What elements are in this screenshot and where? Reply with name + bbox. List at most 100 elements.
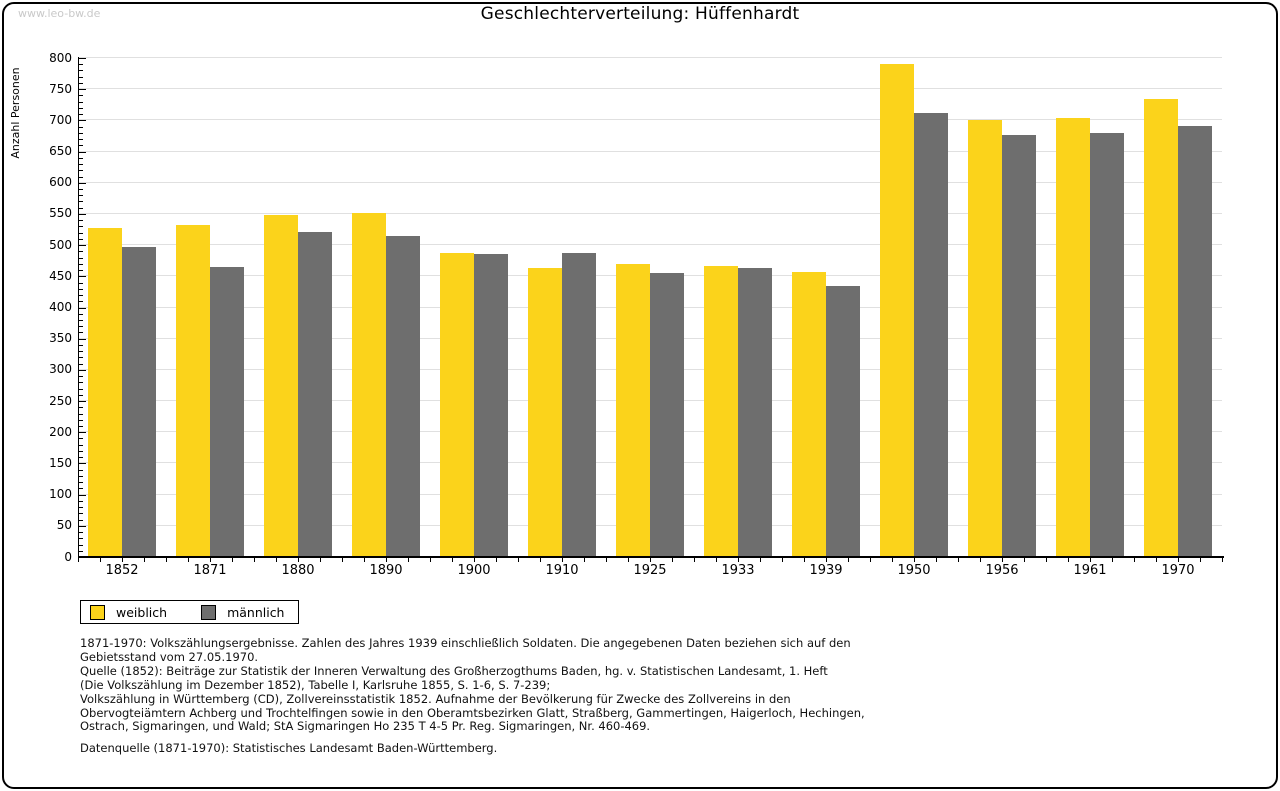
x-minor-tick (452, 558, 453, 562)
x-minor-tick (892, 558, 893, 562)
x-tick-label: 1852 (105, 563, 139, 578)
x-minor-tick (254, 558, 255, 562)
y-tick-label: 700 (49, 112, 72, 127)
x-tick-label: 1961 (1073, 563, 1107, 578)
y-minor-tick (79, 263, 83, 265)
x-minor-tick (518, 558, 519, 562)
bar-männlich-1890 (386, 236, 420, 557)
y-minor-tick (79, 226, 83, 228)
y-minor-tick (79, 344, 83, 346)
bar-männlich-1950 (914, 113, 948, 557)
bar-weiblich-1852 (88, 228, 122, 557)
y-minor-tick (79, 170, 83, 172)
x-minor-tick (936, 558, 937, 562)
y-minor-tick (79, 457, 83, 459)
y-minor-tick (79, 232, 83, 234)
y-minor-tick (79, 488, 83, 490)
bar-weiblich-1950 (880, 64, 914, 557)
y-minor-tick (79, 164, 83, 166)
x-minor-tick (100, 558, 101, 562)
x-minor-tick (1134, 558, 1135, 562)
y-minor-tick (79, 500, 83, 502)
bar-weiblich-1933 (704, 266, 738, 557)
bar-männlich-1910 (562, 253, 596, 557)
x-minor-tick (672, 558, 673, 562)
bar-männlich-1880 (298, 232, 332, 557)
x-minor-tick (386, 558, 387, 562)
y-major-tick (79, 213, 86, 215)
legend-label: weiblich (116, 604, 168, 620)
x-minor-tick (1200, 558, 1201, 562)
legend-item-weiblich: weiblich (90, 604, 168, 620)
source-notes: 1871-1970: Volkszählungsergebnisse. Zahl… (80, 636, 865, 734)
x-minor-tick (430, 558, 431, 562)
y-minor-tick (79, 70, 83, 72)
x-minor-tick (210, 558, 211, 562)
y-minor-tick (79, 326, 83, 328)
bar-männlich-1956 (1002, 135, 1036, 557)
y-major-tick (79, 463, 86, 465)
bar-weiblich-1880 (264, 215, 298, 557)
x-minor-tick (188, 558, 189, 562)
x-minor-tick (342, 558, 343, 562)
gridline (79, 57, 1222, 58)
y-minor-tick (79, 82, 83, 84)
y-minor-tick (79, 550, 83, 552)
y-minor-tick (79, 376, 83, 378)
y-minor-tick (79, 469, 83, 471)
y-minor-tick (79, 444, 83, 446)
y-minor-tick (79, 220, 83, 222)
y-tick-label: 750 (49, 81, 72, 96)
bar-weiblich-1961 (1056, 118, 1090, 557)
y-minor-tick (79, 475, 83, 477)
x-minor-tick (650, 558, 651, 562)
x-tick-label: 1950 (897, 563, 931, 578)
gridline (79, 181, 1222, 183)
x-axis-line (78, 556, 1224, 558)
y-minor-tick (79, 101, 83, 103)
bar-männlich-1871 (210, 267, 244, 557)
y-minor-tick (79, 195, 83, 197)
chart-legend: weiblich männlich (80, 600, 300, 624)
gridline (79, 88, 1222, 90)
y-tick-label: 400 (49, 300, 72, 314)
y-major-tick (79, 182, 86, 184)
weiblich-swatch-icon (90, 604, 105, 620)
x-tick-label: 1925 (633, 563, 667, 578)
y-major-tick (79, 525, 86, 527)
legend-label: männlich (227, 604, 285, 620)
x-minor-tick (1002, 558, 1003, 562)
x-minor-tick (562, 558, 563, 562)
y-minor-tick (79, 351, 83, 353)
x-tick-label: 1890 (369, 563, 403, 578)
legend-item-maennlich: männlich (201, 604, 285, 620)
x-minor-tick (1024, 558, 1025, 562)
x-minor-tick (298, 558, 299, 562)
y-major-tick (79, 120, 86, 122)
y-minor-tick (79, 544, 83, 546)
y-minor-tick (79, 201, 83, 203)
y-minor-tick (79, 176, 83, 178)
x-minor-tick (1068, 558, 1069, 562)
y-minor-tick (79, 413, 83, 415)
bar-männlich-1925 (650, 273, 684, 557)
y-tick-label: 600 (49, 175, 72, 190)
gridline (79, 150, 1222, 152)
y-minor-tick (79, 450, 83, 452)
y-major-tick (79, 338, 86, 340)
y-axis-line (78, 57, 79, 557)
x-minor-tick (144, 558, 145, 562)
y-minor-tick (79, 532, 83, 534)
bar-männlich-1961 (1090, 133, 1124, 557)
x-tick-label: 1956 (985, 563, 1019, 578)
y-minor-tick (79, 139, 83, 141)
y-minor-tick (79, 519, 83, 521)
y-minor-tick (79, 538, 83, 540)
x-tick-label: 1900 (457, 563, 491, 578)
x-minor-tick (1156, 558, 1157, 562)
x-minor-tick (166, 558, 167, 562)
y-tick-label: 350 (49, 331, 72, 346)
y-major-tick (79, 245, 86, 247)
x-minor-tick (628, 558, 629, 562)
bar-männlich-1970 (1178, 126, 1212, 557)
